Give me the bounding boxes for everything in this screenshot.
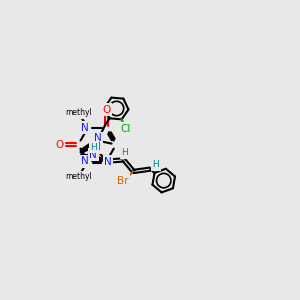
Text: Br: Br	[117, 176, 129, 186]
Text: N: N	[89, 150, 97, 160]
Text: methyl: methyl	[66, 172, 92, 181]
Text: N: N	[104, 157, 112, 166]
Text: Cl: Cl	[121, 124, 131, 134]
Text: N: N	[93, 142, 101, 152]
Text: methyl: methyl	[65, 108, 92, 117]
Text: N: N	[81, 156, 89, 167]
Text: H: H	[152, 160, 159, 169]
Text: O: O	[55, 140, 63, 150]
Text: N: N	[81, 123, 89, 133]
Text: N: N	[94, 133, 102, 143]
Text: H: H	[121, 148, 128, 158]
Text: H: H	[91, 143, 97, 152]
Text: O: O	[103, 105, 111, 115]
